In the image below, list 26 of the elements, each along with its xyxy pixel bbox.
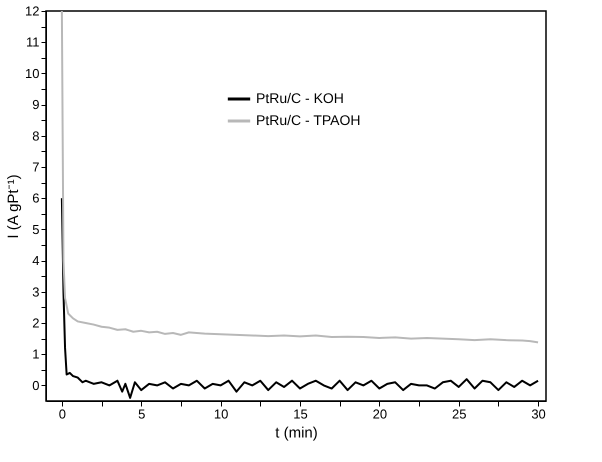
x-tick-label: 25 — [452, 406, 466, 422]
legend-label: PtRu/C - TPAOH — [256, 112, 361, 128]
y-tick-label: 4 — [32, 253, 40, 268]
y-axis-title: I (A gPt⁻¹) — [5, 174, 22, 239]
y-tick-label: 10 — [25, 66, 40, 81]
y-tick-label: 11 — [26, 34, 40, 50]
line-series — [60, 197, 540, 399]
y-tick-label: 6 — [32, 190, 40, 206]
y-tick-label: 1 — [32, 346, 40, 362]
x-tick-label: 15 — [293, 406, 308, 422]
y-tick-label: 3 — [32, 284, 40, 300]
y-tick-label: 8 — [32, 128, 40, 144]
x-tick-label: 20 — [372, 406, 388, 422]
x-axis-title: t (min) — [275, 424, 318, 442]
legend-label: PtRu/C - KOH — [256, 90, 344, 106]
y-tick-label: 9 — [32, 97, 40, 112]
x-tick-label: 10 — [214, 406, 228, 422]
y-tick-label: 0 — [32, 378, 40, 393]
x-tick-label: 30 — [531, 406, 546, 422]
x-tick-label: 5 — [138, 406, 146, 422]
line-series — [60, 11, 540, 344]
y-tick-label: 7 — [32, 160, 40, 174]
x-tick-label: 0 — [58, 406, 66, 422]
y-tick-label: 2 — [32, 316, 40, 330]
y-tick-label: 12 — [25, 4, 40, 18]
y-tick-label: 5 — [32, 222, 40, 237]
